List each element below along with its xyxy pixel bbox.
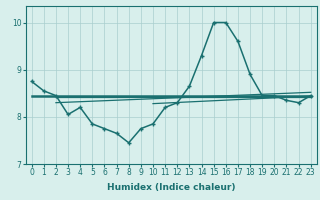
X-axis label: Humidex (Indice chaleur): Humidex (Indice chaleur) — [107, 183, 236, 192]
